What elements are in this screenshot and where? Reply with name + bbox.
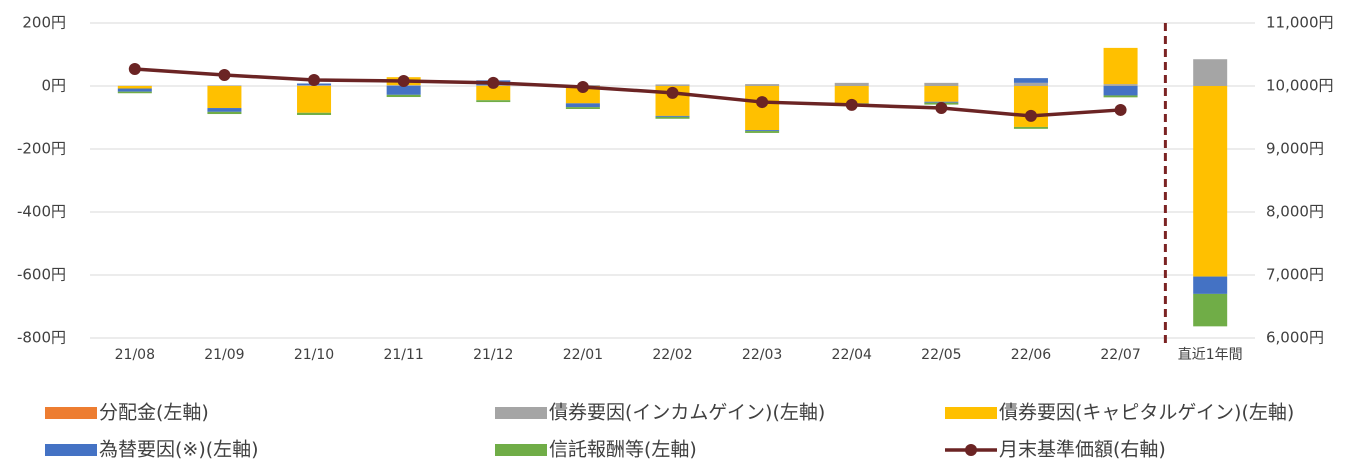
line-marker — [845, 98, 858, 111]
y-tick-label: -800円 — [17, 329, 66, 347]
bar — [565, 103, 600, 108]
legend-label: 為替要因(※)(左軸) — [99, 439, 259, 461]
line-marker — [397, 74, 410, 87]
bar — [117, 86, 152, 89]
bar — [1103, 95, 1138, 98]
x-tick-label: 21/12 — [473, 347, 513, 363]
line — [134, 67, 1121, 118]
bar — [207, 108, 242, 112]
legend-label: 信託報酬等(左軸) — [549, 439, 697, 461]
legend-label: 債券要因(キャピタルゲイン)(左軸) — [999, 402, 1294, 424]
line-marker — [935, 102, 948, 115]
line-marker — [218, 68, 231, 81]
y-tick-label: 200円 — [22, 14, 66, 32]
x-tick-label: 21/09 — [204, 347, 244, 363]
bar — [1013, 126, 1048, 129]
y2-tick-label: 10,000円 — [1266, 77, 1334, 95]
bar — [207, 86, 242, 109]
x-tick-label: 22/04 — [832, 347, 872, 363]
bar — [655, 116, 690, 119]
bar — [1013, 78, 1048, 83]
line-marker — [128, 62, 141, 75]
y2-tick-label: 11,000円 — [1266, 14, 1334, 32]
x-tick-label: 直近1年間 — [1178, 346, 1243, 363]
bar — [117, 91, 152, 94]
legend-swatch — [45, 407, 97, 419]
legend-label: 月末基準価額(右軸) — [999, 439, 1166, 461]
x-tick-label: 22/01 — [563, 347, 603, 363]
x-tick-label: 21/10 — [294, 347, 334, 363]
bar — [565, 107, 600, 109]
y2-tick-label: 8,000円 — [1266, 203, 1324, 221]
bar — [834, 86, 869, 104]
line-marker — [666, 86, 679, 99]
bar — [1193, 59, 1228, 86]
y2-tick-label: 7,000円 — [1266, 266, 1324, 284]
legend-swatch — [495, 444, 547, 456]
line-marker — [576, 80, 589, 93]
line-marker — [756, 96, 769, 109]
line-marker — [1024, 109, 1037, 122]
bar — [745, 84, 780, 86]
y-tick-label: -400円 — [17, 203, 66, 221]
bar — [297, 112, 332, 115]
bar — [745, 130, 780, 132]
legend-label: 債券要因(インカムゲイン)(左軸) — [549, 402, 825, 424]
bar — [1193, 86, 1228, 277]
y2-tick-label: 6,000円 — [1266, 329, 1324, 347]
y2-tick-label: 9,000円 — [1266, 140, 1324, 158]
bar — [386, 86, 421, 95]
bar — [655, 84, 690, 86]
x-tick-label: 21/11 — [383, 347, 423, 363]
bar — [745, 131, 780, 133]
x-tick-label: 21/08 — [115, 347, 155, 363]
line-marker — [1114, 103, 1127, 116]
x-tick-label: 22/06 — [1011, 347, 1051, 363]
line-marker — [487, 76, 500, 89]
bar — [1103, 84, 1138, 86]
legend-swatch — [945, 407, 997, 419]
legend-swatch — [45, 444, 97, 456]
bar — [565, 86, 600, 104]
bar — [1193, 293, 1228, 327]
bar — [1193, 276, 1228, 294]
x-tick-label: 22/07 — [1100, 347, 1140, 363]
legend-label: 分配金(左軸) — [99, 402, 209, 424]
bar — [1103, 47, 1138, 85]
bar — [207, 111, 242, 115]
x-tick-label: 22/03 — [742, 347, 782, 363]
bar — [924, 82, 959, 86]
bar — [117, 88, 152, 92]
y-tick-label: -200円 — [17, 140, 66, 158]
bar — [1013, 82, 1048, 86]
line-marker — [308, 74, 321, 87]
bar — [1103, 86, 1138, 96]
bar — [834, 82, 869, 86]
bar — [655, 115, 690, 117]
y-tick-label: 0円 — [41, 77, 66, 95]
bar — [297, 86, 332, 113]
bar — [386, 94, 421, 98]
y-tick-label: -600円 — [17, 266, 66, 284]
bar — [476, 86, 511, 101]
bar — [924, 86, 959, 102]
x-tick-label: 22/02 — [652, 347, 692, 363]
x-tick-label: 22/05 — [921, 347, 961, 363]
legend-swatch — [495, 407, 547, 419]
bar — [207, 85, 242, 86]
bar — [476, 100, 511, 103]
legend-marker — [965, 444, 977, 456]
